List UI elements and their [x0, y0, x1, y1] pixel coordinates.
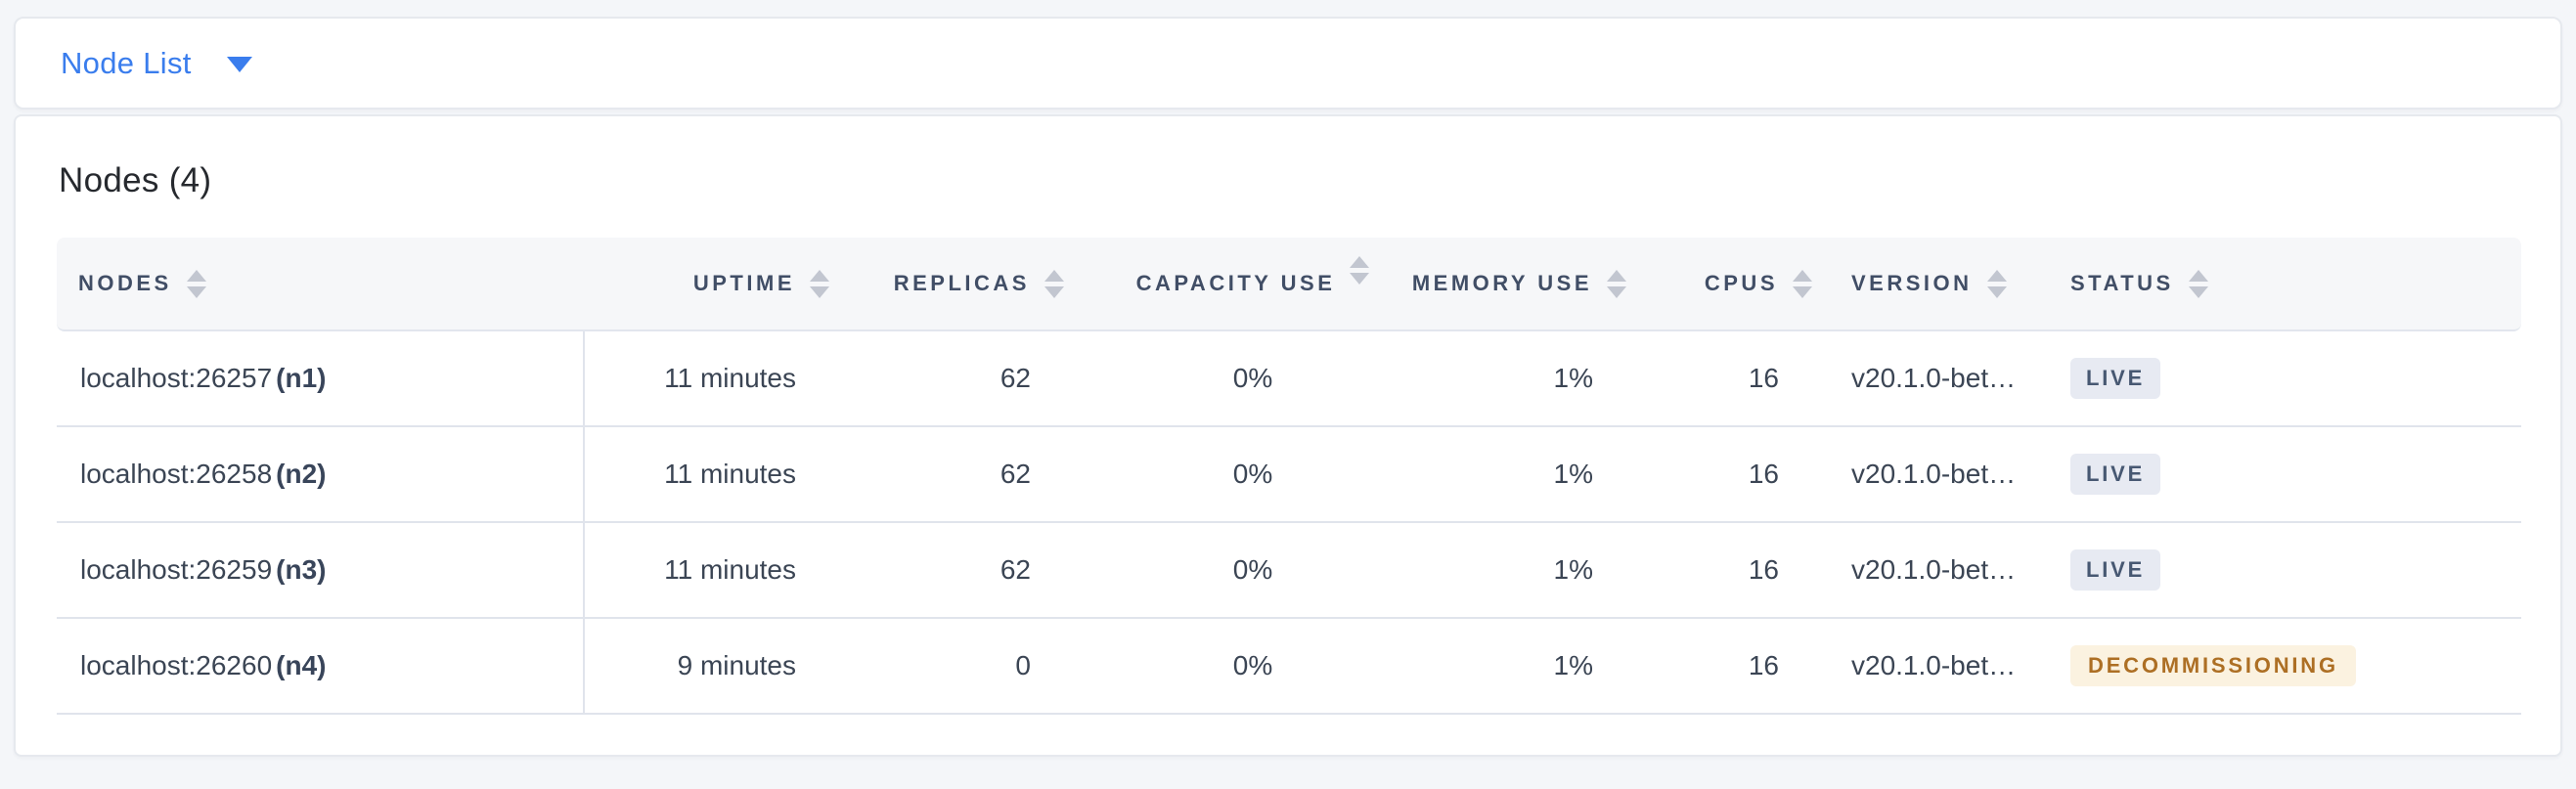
node-address: localhost:26260	[80, 650, 273, 680]
cell-version: v20.1.0-bet…	[1812, 619, 2047, 715]
status-badge: DECOMMISSIONING	[2070, 645, 2356, 686]
node-address: localhost:26257	[80, 363, 273, 393]
node-id: (n4)	[276, 650, 327, 680]
column-header-cpus[interactable]: CPUS	[1626, 238, 1812, 331]
cell-replicas: 0	[829, 619, 1064, 715]
caret-down-icon	[226, 57, 252, 72]
cell-uptime: 11 minutes	[585, 427, 829, 523]
sort-icon[interactable]	[810, 269, 829, 298]
table-row: localhost:26258 (n2) 11 minutes 62 0% 1% …	[57, 427, 2521, 523]
cell-node-address: localhost:26259 (n3)	[57, 523, 585, 619]
column-header-capacity-use[interactable]: CAPACITY USE	[1064, 238, 1387, 331]
cell-uptime: 9 minutes	[585, 619, 829, 715]
table-header-row: NODES UPTIME REPLICAS	[57, 238, 2521, 331]
column-label: CPUS	[1704, 271, 1778, 295]
sort-icon[interactable]	[1044, 269, 1064, 298]
column-label: VERSION	[1851, 271, 1973, 295]
sort-icon[interactable]	[1350, 255, 1370, 285]
cell-capacity-use: 0%	[1064, 619, 1387, 715]
sort-icon[interactable]	[1986, 269, 2007, 298]
cell-version: v20.1.0-bet…	[1812, 427, 2047, 523]
cell-cpus: 16	[1626, 619, 1812, 715]
sort-icon[interactable]	[2188, 269, 2208, 298]
column-header-version[interactable]: VERSION	[1812, 238, 2047, 331]
column-label: NODES	[78, 271, 172, 295]
column-header-nodes[interactable]: NODES	[57, 238, 585, 331]
cell-memory-use: 1%	[1387, 331, 1626, 427]
column-label: STATUS	[2070, 271, 2174, 295]
node-id: (n2)	[276, 459, 327, 489]
status-badge: LIVE	[2070, 358, 2161, 399]
view-dropdown-label: Node List	[61, 45, 192, 80]
cell-cpus: 16	[1626, 427, 1812, 523]
cell-replicas: 62	[829, 331, 1064, 427]
table-row: localhost:26257 (n1) 11 minutes 62 0% 1% …	[57, 331, 2521, 427]
cell-replicas: 62	[829, 427, 1064, 523]
cell-cpus: 16	[1626, 523, 1812, 619]
cell-uptime: 11 minutes	[585, 523, 829, 619]
cell-uptime: 11 minutes	[585, 331, 829, 427]
column-header-status[interactable]: STATUS	[2047, 238, 2521, 331]
status-badge: LIVE	[2070, 454, 2161, 495]
view-dropdown[interactable]: Node List	[61, 46, 252, 81]
cell-status: DECOMMISSIONING	[2047, 619, 2521, 715]
column-label: UPTIME	[692, 271, 795, 295]
column-label: REPLICAS	[893, 271, 1030, 295]
node-address: localhost:26258	[80, 459, 273, 489]
nodes-card: Nodes (4) NODES UPTIME	[14, 114, 2562, 757]
node-id: (n1)	[276, 363, 327, 393]
column-header-memory-use[interactable]: MEMORY USE	[1387, 238, 1626, 331]
cell-capacity-use: 0%	[1064, 331, 1387, 427]
page-title: Nodes (4)	[59, 161, 212, 199]
cell-version: v20.1.0-bet…	[1812, 331, 2047, 427]
cell-cpus: 16	[1626, 331, 1812, 427]
table-row: localhost:26260 (n4) 9 minutes 0 0% 1% 16…	[57, 619, 2521, 715]
node-id: (n3)	[276, 554, 327, 585]
cell-capacity-use: 0%	[1064, 523, 1387, 619]
cell-node-address: localhost:26257 (n1)	[57, 331, 585, 427]
sort-icon[interactable]	[1793, 269, 1812, 298]
cell-memory-use: 1%	[1387, 427, 1626, 523]
view-selector-bar: Node List	[14, 17, 2562, 110]
cell-status: LIVE	[2047, 331, 2521, 427]
sort-icon[interactable]	[1607, 269, 1626, 298]
page-background: Node List Nodes (4) NODES	[0, 17, 2576, 789]
cell-capacity-use: 0%	[1064, 427, 1387, 523]
cell-replicas: 62	[829, 523, 1064, 619]
column-header-replicas[interactable]: REPLICAS	[829, 238, 1064, 331]
table-row: localhost:26259 (n3) 11 minutes 62 0% 1% …	[57, 523, 2521, 619]
cell-status: LIVE	[2047, 523, 2521, 619]
cell-version: v20.1.0-bet…	[1812, 523, 2047, 619]
cell-status: LIVE	[2047, 427, 2521, 523]
cell-node-address: localhost:26258 (n2)	[57, 427, 585, 523]
status-badge: LIVE	[2070, 549, 2161, 591]
nodes-table: NODES UPTIME REPLICAS	[57, 238, 2521, 715]
column-label: MEMORY USE	[1411, 271, 1592, 295]
cell-node-address: localhost:26260 (n4)	[57, 619, 585, 715]
column-label: CAPACITY USE	[1135, 271, 1336, 296]
cell-memory-use: 1%	[1387, 619, 1626, 715]
column-header-uptime[interactable]: UPTIME	[585, 238, 829, 331]
cell-memory-use: 1%	[1387, 523, 1626, 619]
node-address: localhost:26259	[80, 554, 273, 585]
sort-icon[interactable]	[186, 269, 206, 298]
